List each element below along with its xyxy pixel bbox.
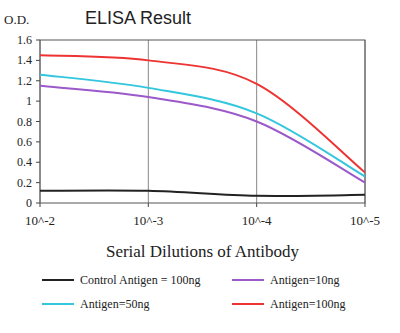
y-tick (36, 141, 40, 142)
x-tick (148, 203, 149, 207)
y-tick-label: 0.8 (17, 115, 32, 129)
legend-label: Antigen=100ng (270, 297, 345, 311)
legend-label: Control Antigen = 100ng (80, 273, 200, 287)
series-line (40, 190, 365, 196)
x-tick-label: 10^-2 (25, 213, 55, 228)
grid-line (148, 40, 149, 203)
y-tick (36, 60, 40, 61)
y-tick-label: 0.4 (17, 155, 32, 169)
series-line (40, 86, 365, 183)
y-tick-label: 0.2 (17, 176, 32, 190)
title: ELISA Result (85, 8, 191, 28)
y-tick (36, 40, 40, 41)
chart: ELISA Result O.D. Serial Dilutions of Anti… (0, 0, 400, 333)
legend-label: Antigen=50ng (80, 297, 149, 311)
legend-swatch (232, 279, 264, 281)
legend-label: Antigen=10ng (270, 273, 339, 287)
y-tick-label: 1 (26, 94, 32, 108)
x-label: Serial Dilutions of Antibody (106, 242, 300, 261)
plot-area (40, 55, 365, 196)
y-tick (36, 80, 40, 81)
y-tick-label: 1.2 (17, 74, 32, 88)
legend-swatch (42, 279, 74, 281)
plot-frame (40, 40, 365, 203)
y-tick (36, 101, 40, 102)
legend-swatch (232, 303, 264, 305)
x-tick (256, 203, 257, 207)
y-tick (36, 182, 40, 183)
series-line (40, 75, 365, 177)
y-tick-label: 0 (26, 196, 32, 210)
legend-swatch (42, 303, 74, 305)
y-tick-label: 1.4 (17, 53, 32, 67)
x-tick-label: 10^-4 (242, 213, 272, 228)
x-tick-label: 10^-5 (350, 213, 380, 228)
y-tick-label: 0.6 (17, 135, 32, 149)
y-tick (36, 203, 40, 204)
y-tick-label: 1.6 (17, 33, 32, 47)
x-tick (40, 203, 41, 207)
x-tick-label: 10^-3 (133, 213, 163, 228)
y-tick (36, 121, 40, 122)
y-tick (36, 162, 40, 163)
y-label: O.D. (4, 12, 29, 27)
x-tick (365, 203, 366, 207)
series-line (40, 55, 365, 172)
